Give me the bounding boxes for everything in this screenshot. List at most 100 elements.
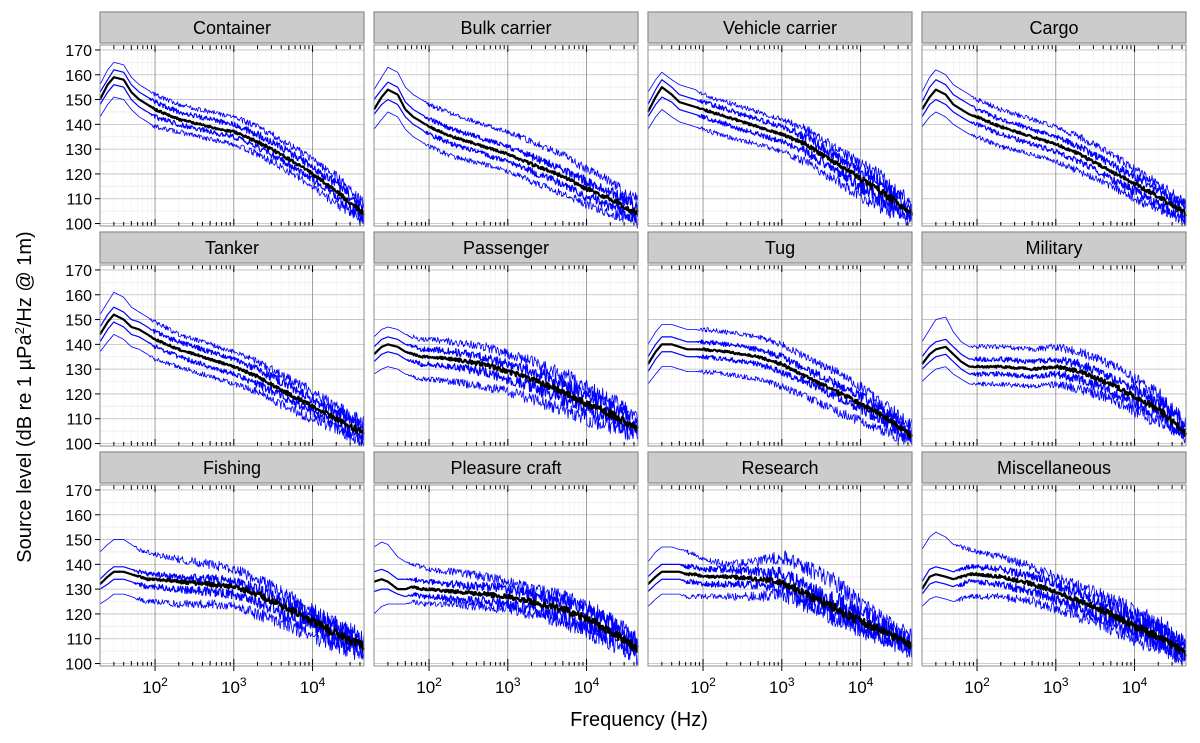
x-tick-label: 103 — [495, 675, 521, 697]
panel-bulk-carrier: Bulk carrier — [373, 11, 640, 229]
series-p-high — [921, 316, 1187, 426]
panel-research: Research 102 103 104 — [647, 451, 913, 697]
facet-panels: Container 100 110 120 130 140 150 160 170 Bulk ca… — [65, 11, 1188, 697]
panel-strip — [373, 451, 639, 484]
series-p-high — [921, 69, 1187, 207]
x-axis-title: Frequency (Hz) — [570, 709, 708, 731]
x-tick-label: 102 — [416, 675, 442, 697]
series-p-low — [647, 588, 913, 658]
series-q-low — [921, 353, 1187, 439]
panel-title: Pleasure craft — [450, 458, 561, 478]
panel-title: Cargo — [1029, 18, 1078, 38]
panel-strip — [647, 451, 913, 484]
y-axis-title-main: Source level (dB re 1 µPa — [14, 334, 36, 563]
panel-border — [921, 264, 1187, 447]
panel-strip — [647, 231, 913, 264]
x-tick-label: 104 — [1122, 675, 1148, 697]
panel-title: Fishing — [203, 458, 261, 478]
panel-pleasure-craft: Pleasure craft 102 103 104 — [373, 451, 640, 697]
y-tick-label: 150 — [65, 533, 92, 550]
series-p-low — [373, 111, 639, 229]
panel-strip — [99, 451, 365, 484]
series-median — [921, 345, 1188, 438]
series-q-low — [647, 351, 913, 445]
panel-border — [99, 484, 365, 667]
y-tick-label: 110 — [66, 412, 92, 429]
series-q-high — [373, 336, 639, 432]
y-tick-label: 130 — [65, 142, 92, 159]
panel-title: Miscellaneous — [997, 458, 1111, 478]
y-tick-label: 160 — [65, 288, 92, 305]
series-median — [99, 76, 365, 216]
series-p-high — [647, 71, 913, 210]
panel-vehicle-carrier: Vehicle carrier — [647, 11, 914, 227]
y-tick-label: 160 — [65, 508, 92, 525]
series-p-low — [921, 111, 1187, 226]
x-minor-ticks — [647, 485, 909, 666]
panel-strip — [99, 11, 365, 44]
panel-strip — [647, 11, 913, 44]
x-tick-label: 104 — [574, 675, 600, 697]
y-tick-label: 110 — [66, 632, 92, 649]
panel-tanker: Tanker 100 110 120 130 140 150 160 170 — [65, 231, 365, 454]
panel-border — [647, 484, 913, 667]
series-median — [373, 88, 640, 216]
series-p-high — [647, 546, 913, 643]
y-tick-label: 100 — [65, 657, 92, 674]
x-tick-label: 103 — [221, 675, 247, 697]
y-tick-label: 140 — [65, 117, 92, 134]
series-q-low — [99, 84, 365, 225]
panel-title: Tanker — [205, 238, 259, 258]
series-median — [99, 313, 365, 435]
series-q-high — [373, 568, 639, 650]
y-tick-label: 110 — [66, 192, 92, 209]
series-p-high — [99, 291, 365, 430]
y-tick-label: 170 — [65, 263, 92, 280]
x-minor-ticks — [373, 45, 635, 226]
y-tick-label: 120 — [65, 607, 92, 624]
y-tick-label: 150 — [65, 313, 92, 330]
series-q-high — [647, 79, 913, 216]
series-p-high — [99, 61, 365, 207]
panel-container: Container 100 110 120 130 140 150 160 170 — [65, 11, 365, 234]
x-tick-label: 103 — [769, 675, 795, 697]
y-axis-title-rest: /Hz @ 1m) — [14, 231, 36, 327]
panel-strip — [373, 231, 639, 264]
panel-tug: Tug — [647, 231, 914, 447]
y-tick-label: 120 — [65, 387, 92, 404]
series-p-low — [99, 96, 365, 225]
panel-strip — [99, 231, 365, 264]
series-median — [647, 86, 914, 216]
series-q-low — [373, 588, 639, 656]
panel-strip — [373, 11, 639, 44]
series-p-low — [99, 334, 365, 447]
x-tick-label: 102 — [142, 675, 168, 697]
series-q-high — [921, 338, 1187, 431]
panel-border — [647, 44, 913, 227]
panel-background — [922, 265, 1186, 446]
y-tick-label: 150 — [65, 93, 92, 110]
y-tick-label: 120 — [65, 167, 92, 184]
series-p-low — [99, 593, 365, 661]
panel-border — [99, 44, 365, 227]
y-tick-label: 160 — [65, 68, 92, 85]
panel-miscellaneous: Miscellaneous 102 103 104 — [921, 451, 1188, 697]
panel-cargo: Cargo — [921, 11, 1188, 227]
panel-strip — [921, 11, 1187, 44]
panel-border — [99, 264, 365, 447]
panel-fishing: Fishing 100 110 120 130 140 150 160 170 102 103 104 — [65, 451, 366, 697]
y-axis-title-superscript: 2 — [12, 327, 27, 334]
series-median — [373, 578, 640, 653]
series-p-low — [647, 366, 913, 445]
series-q-low — [99, 321, 365, 444]
panel-border — [921, 44, 1187, 227]
series-q-high — [99, 69, 365, 213]
series-p-low — [373, 599, 639, 666]
panel-title: Container — [193, 18, 271, 38]
series-q-low — [921, 98, 1187, 224]
panel-border — [647, 264, 913, 447]
panel-strip — [921, 231, 1187, 264]
x-tick-label: 104 — [300, 675, 326, 697]
y-tick-label: 130 — [65, 582, 92, 599]
